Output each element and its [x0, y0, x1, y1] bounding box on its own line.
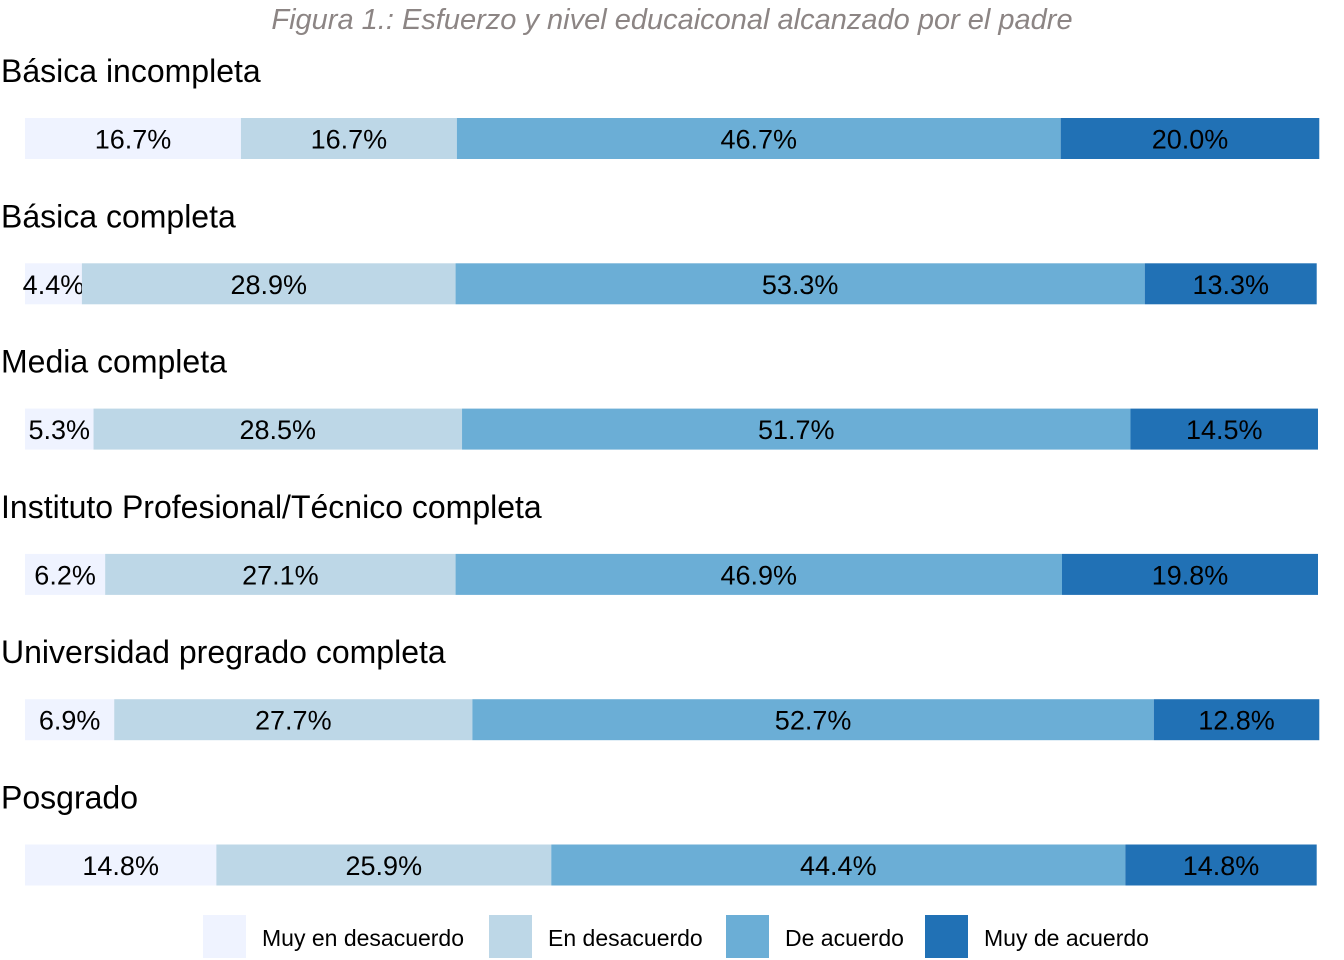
data-label: 14.8%: [1183, 851, 1260, 881]
data-label: 14.5%: [1186, 415, 1263, 445]
legend-swatch: [726, 915, 769, 958]
bar-segment: [93, 408, 463, 450]
bar-segment: [1061, 553, 1318, 595]
bar-segment: [105, 553, 456, 595]
data-label: 51.7%: [758, 415, 835, 445]
bar-segment: [455, 553, 1062, 595]
bar-segment: [240, 118, 457, 159]
bar-segment: [455, 263, 1145, 305]
bar-segment: [25, 553, 106, 595]
bar-segment: [462, 408, 1131, 450]
data-label: 46.7%: [720, 125, 797, 155]
category-label: Media completa: [1, 344, 227, 380]
bar-segment: [1144, 263, 1317, 305]
bar-segment: [472, 699, 1154, 741]
bar-segment: [25, 263, 82, 305]
data-label: 13.3%: [1192, 270, 1269, 300]
category-label: Básica completa: [1, 198, 236, 234]
data-label: 6.9%: [39, 706, 101, 736]
bar-segment: [1153, 699, 1320, 741]
category-label: Posgrado: [1, 780, 138, 816]
bar-row: Universidad pregrado completa 6.9% 27.7% 52…: [1, 634, 1320, 741]
data-label: 27.7%: [255, 706, 332, 736]
bar-segment: [25, 844, 217, 886]
legend-swatch: [489, 915, 532, 958]
bar-row: Media completa 5.3% 28.5% 51.7% 14.5%: [1, 344, 1318, 450]
category-label: Básica incompleta: [1, 53, 261, 89]
data-label: 4.4%: [23, 270, 85, 300]
bar-row: Básica incompleta 16.7% 16.7% 46.7% 20.0%: [1, 53, 1320, 159]
data-label: 16.7%: [311, 125, 388, 155]
bar-row: Básica completa 4.4% 28.9% 53.3% 13.3%: [1, 198, 1317, 305]
data-label: 19.8%: [1152, 560, 1229, 590]
bar-segment: [216, 844, 552, 886]
legend-label: En desacuerdo: [548, 925, 703, 951]
bar-segment: [81, 263, 456, 305]
chart-title: Figura 1.: Esfuerzo y nivel educaiconal …: [271, 4, 1073, 36]
data-label: 12.8%: [1198, 706, 1275, 736]
data-label: 25.9%: [346, 851, 423, 881]
data-label: 28.5%: [239, 415, 316, 445]
bar-segment: [1130, 408, 1318, 450]
data-label: 46.9%: [720, 560, 797, 590]
bar-segment: [551, 844, 1126, 886]
bar-segment: [25, 408, 94, 450]
legend-swatch: [925, 915, 968, 958]
data-label: 6.2%: [34, 560, 96, 590]
data-label: 28.9%: [230, 270, 307, 300]
bar-segment: [1060, 118, 1320, 159]
legend-label: De acuerdo: [785, 925, 904, 951]
category-label: Universidad pregrado completa: [1, 634, 446, 670]
bar-row: Instituto Profesional/Técnico completa 6.…: [1, 489, 1318, 595]
bar-segment: [114, 699, 473, 741]
data-label: 53.3%: [762, 270, 839, 300]
data-label: 44.4%: [800, 851, 877, 881]
bar-segment: [25, 699, 115, 741]
data-label: 20.0%: [1152, 125, 1229, 155]
data-label: 27.1%: [242, 560, 319, 590]
legend-label: Muy de acuerdo: [984, 925, 1149, 951]
legend-swatch: [203, 915, 246, 958]
bar-segment: [456, 118, 1061, 159]
legend: Muy en desacuerdo En desacuerdo De acuerdo…: [203, 915, 1149, 958]
data-label: 16.7%: [95, 125, 172, 155]
data-label: 5.3%: [28, 415, 90, 445]
data-label: 52.7%: [775, 706, 852, 736]
category-label: Instituto Profesional/Técnico completa: [1, 489, 542, 525]
bar-row: Posgrado 14.8% 25.9% 44.4% 14.8%: [1, 780, 1317, 886]
legend-label: Muy en desacuerdo: [262, 925, 464, 951]
bar-segment: [1125, 844, 1317, 886]
data-label: 14.8%: [82, 851, 159, 881]
bar-segment: [25, 118, 241, 159]
